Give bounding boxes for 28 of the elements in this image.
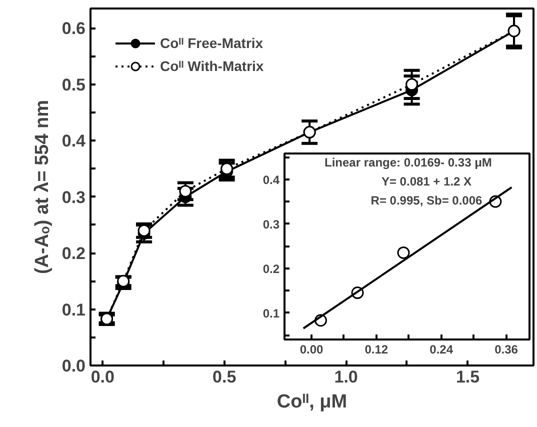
y-tick-label: 0.5 [62,75,86,94]
x-tick-label: 0.24 [430,342,454,356]
y-tick-label: 0.2 [262,262,280,276]
legend-label: Coᴵᴵ With-Matrix [160,58,264,74]
y-tick-label: 0.1 [62,300,86,320]
x-tick-label: 0.00 [300,342,324,356]
x-tick-label: 0.36 [494,342,518,356]
point [397,246,410,259]
y-tick-label: 0.2 [62,244,86,264]
y-tick-label: 0.4 [262,172,280,187]
y-tick-label: 0.1 [262,306,280,320]
x-tick-label: 1.5 [456,368,480,386]
x-axis-title: Coᴵᴵ, μM [276,392,348,412]
annotation: R= 0.995, Sb= 0.006 [370,194,483,208]
point [179,184,192,198]
y-tick-label: 0.3 [262,217,280,232]
y-tick-label: 0.3 [62,188,86,207]
x-tick-label: 0.12 [364,342,388,356]
point [406,78,418,91]
x-tick-label: 0.5 [212,368,236,386]
annotation: Y= 0.081 + 1.2 X [381,174,472,188]
x-tick-label: 0.0 [90,368,114,386]
annotation: Linear range: 0.0169- 0.33 μM [324,156,492,170]
legend-label: Coᴵᴵ Free-Matrix [160,35,264,51]
x-tick-label: 1.0 [334,368,358,386]
y-tick-label: 0.4 [62,132,86,151]
y-tick-label: 0.6 [62,19,86,38]
y-axis-title: (A-Aₒ) at λ= 554 nm [32,100,53,274]
